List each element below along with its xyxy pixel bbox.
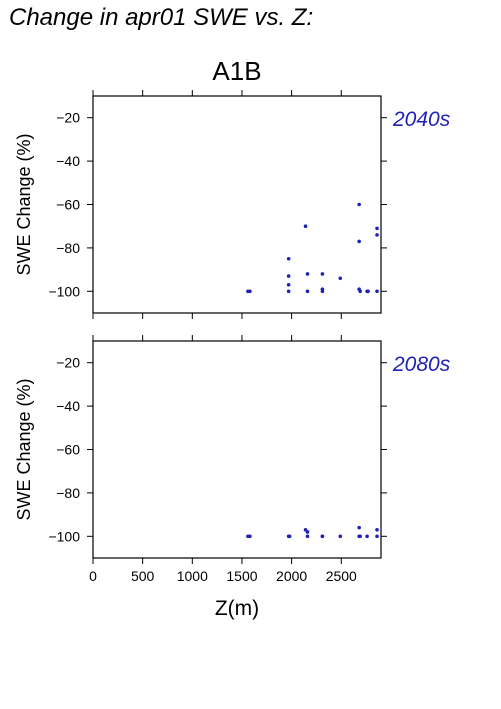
data-point [303, 224, 308, 228]
data-point [375, 233, 379, 237]
data-point [366, 289, 370, 294]
data-point [320, 289, 325, 294]
data-point [357, 525, 361, 530]
y-tick-label: −20 [56, 355, 80, 371]
x-tick-label: 2000 [276, 568, 307, 584]
panel-label: 2080s [392, 353, 451, 376]
panel-label: 2040s [392, 108, 451, 131]
y-axis-label: SWE Change (%) [14, 133, 34, 275]
plot-frame [92, 95, 382, 314]
plot-frame [92, 340, 382, 559]
y-tick-label: −100 [48, 528, 80, 544]
data-point [358, 289, 362, 294]
y-tick-label: −80 [56, 485, 80, 501]
data-point [286, 256, 291, 261]
data-point [357, 239, 361, 244]
data-point [287, 534, 292, 539]
x-tick-label: 500 [131, 568, 155, 584]
data-point [375, 534, 379, 539]
data-point [320, 272, 325, 276]
data-point [375, 226, 379, 231]
y-tick-label: −80 [56, 240, 80, 256]
y-tick-label: −60 [56, 197, 80, 213]
data-point [365, 534, 369, 539]
data-point [248, 534, 252, 539]
y-tick-label: −20 [56, 110, 80, 126]
data-point [375, 289, 379, 294]
y-axis-label: SWE Change (%) [14, 378, 34, 520]
data-point [305, 289, 310, 294]
data-point [286, 282, 291, 287]
x-tick-label: 1000 [177, 568, 208, 584]
data-point [358, 534, 362, 539]
data-point [286, 289, 291, 294]
data-point [305, 272, 310, 276]
data-point [338, 534, 343, 539]
data-point [375, 527, 379, 532]
x-tick-label: 1500 [226, 568, 257, 584]
y-tick-label: −40 [56, 398, 80, 414]
chart-title: A1B [212, 56, 261, 86]
x-axis-label: Z(m) [215, 597, 259, 620]
data-point [320, 534, 325, 539]
y-tick-label: −60 [56, 442, 80, 458]
data-point [305, 530, 310, 534]
panel-2040s: −20 −40 −60 −80 −100 SWE Change (%) A1B 2040s [14, 56, 451, 319]
data-point [357, 202, 361, 207]
data-point [338, 276, 343, 281]
y-tick-label: −100 [48, 283, 80, 299]
data-point [286, 274, 291, 278]
x-tick-label: 2500 [326, 568, 357, 584]
data-point [305, 534, 310, 539]
panel-2080s: 0 500 1000 1500 2000 2500 −20 −40 −60 −80 −100 SWE … [14, 335, 451, 620]
page-title: Change in apr01 SWE vs. Z: [9, 4, 314, 31]
x-tick-label: 0 [89, 568, 97, 584]
y-tick-label: −40 [56, 153, 80, 169]
data-point [248, 289, 252, 294]
